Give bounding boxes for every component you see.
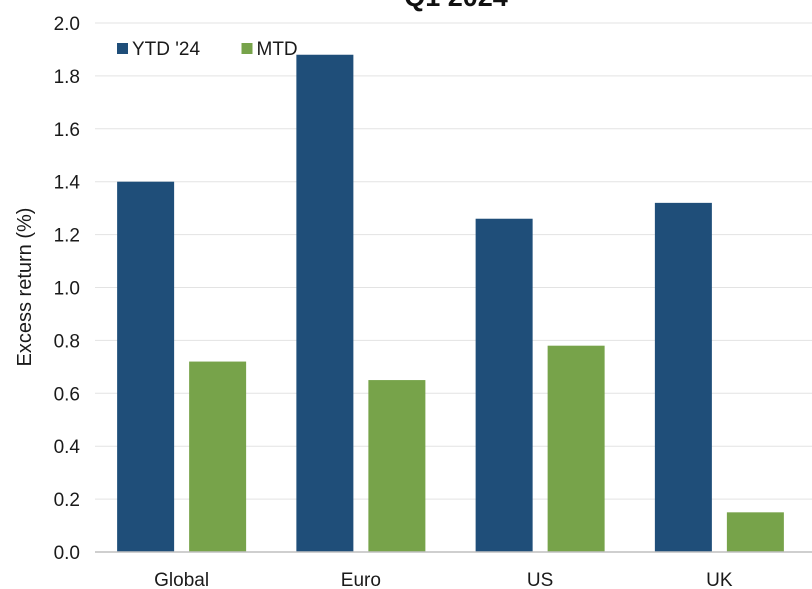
chart-title: Q1 2024 [404,0,508,12]
bar-euro-ytd [296,54,354,553]
x-tick-label: US [527,570,553,589]
bar-global-mtd [189,361,247,552]
bar-global-ytd [117,181,175,552]
y-tick-label: 0.2 [54,490,80,511]
legend-label: YTD '24 [132,39,200,60]
x-tick-label: Euro [341,570,381,589]
y-axis-title: Excess return (%) [14,208,36,367]
y-tick-label: 0.0 [54,543,80,564]
y-tick-label: 1.2 [54,226,80,247]
x-tick-label: UK [706,570,733,589]
y-tick-label: 1.8 [54,67,80,88]
bars [117,54,784,553]
legend: YTD '24 MTD [117,39,298,60]
y-tick-label: 0.8 [54,331,80,352]
y-axis-ticks: 0.0 0.2 0.4 0.6 0.8 1.0 1.2 1.4 1.6 1.8 2.0 [54,14,81,564]
x-tick-label: Global [154,570,209,589]
bar-us-ytd [475,218,533,553]
bar-uk-ytd [654,202,712,553]
legend-swatch [241,43,253,54]
y-tick-label: 1.4 [54,173,81,194]
bar-uk-mtd [726,512,784,552]
legend-swatch [117,43,128,54]
bar-us-mtd [547,345,605,552]
y-tick-label: 2.0 [54,14,80,35]
legend-label: MTD [257,39,298,60]
y-tick-label: 1.0 [54,279,80,300]
y-tick-label: 1.6 [54,120,80,141]
y-tick-label: 0.6 [54,384,80,405]
y-tick-label: 0.4 [54,437,81,458]
x-axis-labels: Global Euro US UK [154,570,733,589]
bar-euro-mtd [368,380,426,552]
